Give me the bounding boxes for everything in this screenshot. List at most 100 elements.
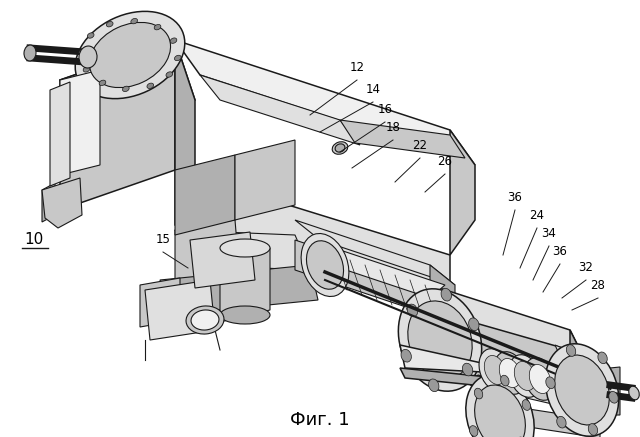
- Ellipse shape: [24, 45, 36, 61]
- Ellipse shape: [147, 83, 154, 89]
- Text: 32: 32: [579, 261, 593, 274]
- Ellipse shape: [335, 144, 345, 152]
- Polygon shape: [220, 248, 270, 322]
- Polygon shape: [190, 232, 255, 288]
- Polygon shape: [145, 280, 215, 340]
- Ellipse shape: [79, 46, 97, 68]
- Ellipse shape: [398, 289, 482, 391]
- Ellipse shape: [509, 355, 541, 397]
- Text: 34: 34: [541, 227, 556, 240]
- Polygon shape: [295, 220, 455, 285]
- Text: Фиг. 1: Фиг. 1: [290, 411, 350, 429]
- Polygon shape: [42, 178, 82, 228]
- Polygon shape: [175, 220, 240, 290]
- Polygon shape: [42, 183, 55, 222]
- Polygon shape: [50, 82, 70, 186]
- Ellipse shape: [429, 379, 439, 392]
- Ellipse shape: [408, 301, 472, 379]
- Text: 14: 14: [365, 83, 381, 96]
- Ellipse shape: [407, 304, 418, 317]
- Ellipse shape: [441, 288, 451, 301]
- Ellipse shape: [484, 355, 506, 385]
- Polygon shape: [200, 75, 360, 145]
- Ellipse shape: [186, 306, 224, 334]
- Polygon shape: [60, 70, 100, 175]
- Ellipse shape: [628, 386, 639, 400]
- Ellipse shape: [332, 142, 348, 154]
- Polygon shape: [430, 265, 455, 315]
- Ellipse shape: [170, 38, 177, 43]
- Ellipse shape: [499, 358, 521, 388]
- Polygon shape: [175, 40, 195, 175]
- Ellipse shape: [307, 241, 344, 289]
- Ellipse shape: [494, 352, 526, 394]
- Polygon shape: [450, 130, 475, 255]
- Ellipse shape: [545, 344, 619, 436]
- Ellipse shape: [220, 306, 270, 324]
- Polygon shape: [570, 330, 585, 390]
- Polygon shape: [295, 240, 430, 315]
- Ellipse shape: [522, 400, 531, 410]
- Polygon shape: [610, 367, 620, 415]
- Ellipse shape: [83, 67, 90, 72]
- Ellipse shape: [90, 22, 170, 87]
- Ellipse shape: [479, 349, 511, 391]
- Text: 16: 16: [378, 103, 392, 116]
- Polygon shape: [470, 400, 600, 437]
- Polygon shape: [235, 140, 295, 220]
- Ellipse shape: [529, 364, 550, 393]
- Text: 15: 15: [156, 233, 170, 246]
- Ellipse shape: [220, 239, 270, 257]
- Ellipse shape: [191, 310, 219, 330]
- Text: 28: 28: [591, 279, 605, 292]
- Text: 24: 24: [529, 209, 545, 222]
- Polygon shape: [400, 368, 600, 398]
- Ellipse shape: [166, 72, 173, 77]
- Ellipse shape: [301, 233, 349, 296]
- Ellipse shape: [470, 426, 478, 436]
- Text: 36: 36: [508, 191, 522, 204]
- Text: 10: 10: [24, 232, 44, 247]
- Text: 18: 18: [385, 121, 401, 134]
- Ellipse shape: [598, 352, 607, 364]
- Ellipse shape: [474, 388, 483, 399]
- Polygon shape: [175, 40, 475, 165]
- Polygon shape: [555, 345, 620, 390]
- Ellipse shape: [106, 21, 113, 27]
- Ellipse shape: [87, 33, 94, 38]
- Ellipse shape: [524, 358, 556, 400]
- Ellipse shape: [99, 80, 106, 86]
- Ellipse shape: [546, 377, 555, 388]
- Polygon shape: [430, 310, 570, 390]
- Ellipse shape: [566, 345, 576, 357]
- Ellipse shape: [401, 350, 412, 362]
- Ellipse shape: [468, 318, 479, 331]
- Ellipse shape: [175, 55, 181, 61]
- Ellipse shape: [555, 355, 609, 425]
- Ellipse shape: [500, 375, 509, 386]
- Text: 22: 22: [413, 139, 428, 152]
- Text: 26: 26: [438, 155, 452, 168]
- Ellipse shape: [154, 24, 161, 30]
- Ellipse shape: [475, 385, 525, 437]
- Ellipse shape: [122, 86, 129, 92]
- Ellipse shape: [466, 374, 534, 437]
- Ellipse shape: [462, 363, 473, 376]
- Polygon shape: [430, 285, 585, 360]
- Ellipse shape: [76, 11, 185, 99]
- Ellipse shape: [131, 18, 138, 24]
- Polygon shape: [175, 155, 235, 235]
- Polygon shape: [555, 370, 610, 415]
- Polygon shape: [175, 230, 310, 270]
- Polygon shape: [470, 375, 608, 415]
- Polygon shape: [175, 170, 450, 310]
- Text: 12: 12: [349, 61, 365, 74]
- Polygon shape: [60, 40, 195, 145]
- Ellipse shape: [588, 423, 598, 435]
- Ellipse shape: [557, 416, 566, 428]
- Polygon shape: [160, 265, 318, 315]
- Polygon shape: [400, 345, 600, 388]
- Polygon shape: [60, 40, 175, 210]
- Text: 36: 36: [552, 245, 568, 258]
- Polygon shape: [140, 278, 180, 327]
